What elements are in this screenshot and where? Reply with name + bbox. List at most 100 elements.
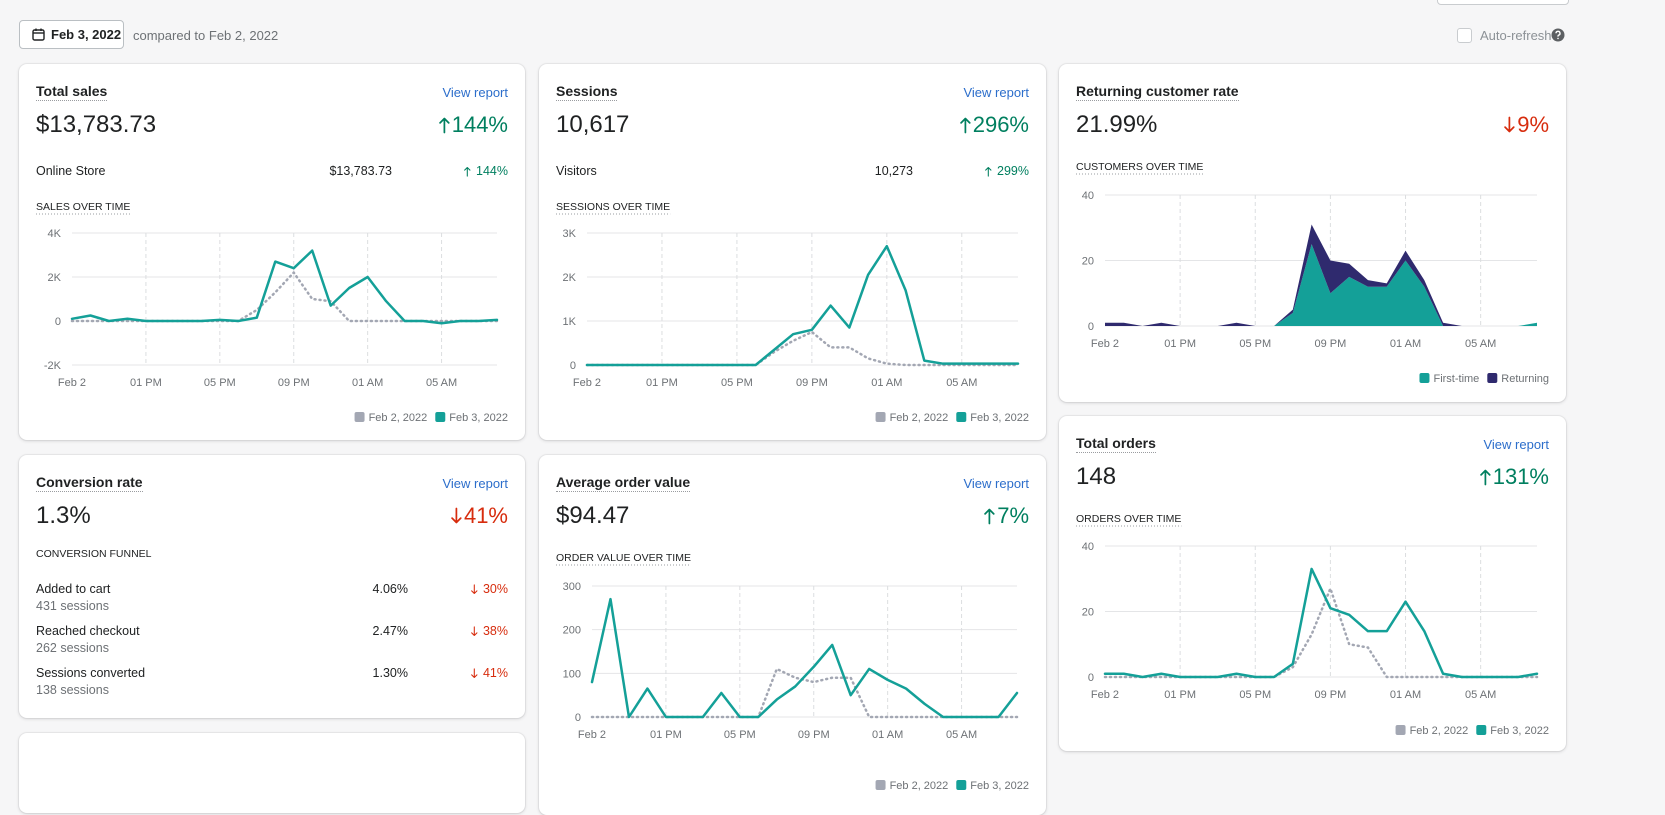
card: ORDERS OVER TIME 0 20 40 Feb 2 01 PM 05 PM 09 P… (1059, 416, 1566, 751)
x-tick-label: 09 PM (1314, 689, 1346, 701)
change-value: 30% (482, 582, 508, 596)
change: 131% (1480, 464, 1549, 490)
y-tick-label: 20 (1082, 256, 1094, 268)
y-tick-label: 4K (48, 228, 62, 240)
x-tick-label: 09 PM (798, 729, 830, 741)
change: 144% (464, 164, 508, 178)
change: 144% (439, 112, 508, 138)
funnel-label: Reached checkout (36, 624, 140, 638)
trend-arrow (471, 625, 478, 636)
top-right-button[interactable] (1437, 0, 1569, 5)
y-tick-label: 200 (563, 625, 581, 637)
legend-label: Feb 2, 2022 (369, 412, 428, 424)
x-tick-label: 01 AM (872, 729, 903, 741)
chart: SALES OVER TIME -2K 0 2K 4K Feb 2 01 PM 05 PM 09… (36, 201, 508, 424)
line (70, 271, 499, 323)
change-value: 144% (476, 164, 508, 178)
card-title: Conversion rate (36, 474, 143, 492)
view-report-link[interactable]: View report (963, 476, 1029, 491)
auto-refresh-checkbox[interactable] (1457, 28, 1472, 43)
chart: SESSIONS OVER TIME 0 1K 2K 3K Feb 2 01 PM 05 PM… (556, 201, 1029, 424)
x-tick-label: 05 PM (1239, 338, 1271, 350)
x-tick-label: 05 AM (426, 377, 457, 389)
auto-refresh-label: Auto-refresh (1480, 28, 1552, 43)
card: ORDER VALUE OVER TIME 0 100 200 300 Feb 2 01 P… (539, 455, 1046, 815)
legend-swatch (1419, 373, 1430, 383)
card: CUSTOMERS OVER TIME 0 20 40 Feb 2 01 PM 05 PM 0… (1059, 64, 1566, 402)
y-tick-label: 100 (563, 668, 581, 680)
legend-label: Feb 3, 2022 (970, 780, 1029, 792)
arrow-shape (1480, 469, 1491, 486)
arrow-shape (471, 583, 478, 594)
funnel-value: 1.30% (372, 666, 408, 680)
x-tick-label: 01 PM (1164, 338, 1196, 350)
change: 30% (471, 582, 508, 596)
arrow-shape (451, 507, 462, 524)
trend-arrow (984, 508, 995, 525)
legend-swatch (1476, 725, 1487, 735)
trend-arrow (451, 507, 462, 524)
x-tick-label: Feb 2 (1091, 689, 1119, 701)
y-tick-label: 2K (48, 272, 62, 284)
x-tick-label: Feb 2 (573, 377, 601, 389)
chart-title: SESSIONS OVER TIME (556, 201, 670, 213)
trend-arrow (1504, 116, 1515, 133)
x-tick-label: 09 PM (278, 377, 310, 389)
view-report-link[interactable]: View report (1483, 437, 1549, 452)
breakdown-value: 10,273 (874, 164, 913, 178)
card-title: Sessions (556, 83, 618, 101)
change-value: 41% (463, 503, 508, 528)
view-report-link[interactable]: View report (963, 85, 1029, 100)
card: SALES OVER TIME -2K 0 2K 4K Feb 2 01 PM 05 PM 09… (19, 64, 525, 440)
y-tick-label: 300 (563, 581, 581, 593)
line (1103, 587, 1539, 679)
trend-arrow (471, 583, 478, 594)
y-tick-label: 2K (563, 272, 577, 284)
funnel-title: CONVERSION FUNNEL (36, 548, 152, 560)
arrow-shape (471, 667, 478, 678)
change-value: 144% (451, 112, 508, 137)
x-tick-label: 01 AM (1390, 689, 1421, 701)
funnel-label: Added to cart (36, 582, 111, 596)
funnel-value: 2.47% (372, 624, 408, 638)
view-report-link[interactable]: View report (442, 85, 508, 100)
breakdown-label: Visitors (556, 164, 597, 178)
x-tick-label: 05 PM (204, 377, 236, 389)
legend-swatch (1487, 373, 1498, 383)
arrow-shape (960, 117, 971, 134)
date-picker[interactable]: Feb 3, 2022 (19, 20, 124, 49)
legend-label: First-time (1433, 373, 1479, 385)
legend-swatch (354, 412, 365, 422)
legend-label: Returning (1501, 373, 1549, 385)
date-label: Feb 3, 2022 (51, 27, 122, 42)
chart-title: CUSTOMERS OVER TIME (1076, 161, 1203, 173)
y-tick-label: 0 (55, 316, 61, 328)
x-tick-label: 05 AM (946, 729, 977, 741)
y-tick-label: -2K (44, 360, 62, 372)
x-tick-label: 09 PM (1314, 338, 1346, 350)
help-icon[interactable] (1551, 28, 1565, 42)
view-report-link[interactable]: View report (442, 476, 508, 491)
calendar-icon (32, 28, 45, 41)
x-tick-label: 01 AM (871, 377, 902, 389)
card: SESSIONS OVER TIME 0 1K 2K 3K Feb 2 01 PM 05 PM… (539, 64, 1046, 440)
card-title: Returning customer rate (1076, 83, 1239, 101)
legend-swatch (1395, 725, 1406, 735)
arrow-shape (1504, 116, 1515, 133)
funnel-value: 4.06% (372, 582, 408, 596)
card-value: 21.99% (1076, 111, 1158, 138)
funnel-sessions: 262 sessions (36, 641, 109, 655)
line (585, 330, 1020, 367)
x-tick-label: 01 PM (650, 729, 682, 741)
x-tick-label: 05 PM (724, 729, 756, 741)
card-title: Total orders (1076, 435, 1156, 453)
arrow-shape (471, 625, 478, 636)
funnel-sessions: 138 sessions (36, 683, 109, 697)
card-title: Average order value (556, 474, 691, 492)
change: 296% (960, 112, 1029, 138)
page: {"header": {"date": "Feb 3, 2022", "comp… (19, 0, 1569, 792)
change-value: 296% (972, 112, 1029, 137)
chart: CUSTOMERS OVER TIME 0 20 40 Feb 2 01 PM 05 PM 0… (1076, 161, 1549, 385)
change-value: 131% (1492, 464, 1549, 489)
chart: ORDER VALUE OVER TIME 0 100 200 300 Feb 2 01 P… (556, 552, 1029, 792)
